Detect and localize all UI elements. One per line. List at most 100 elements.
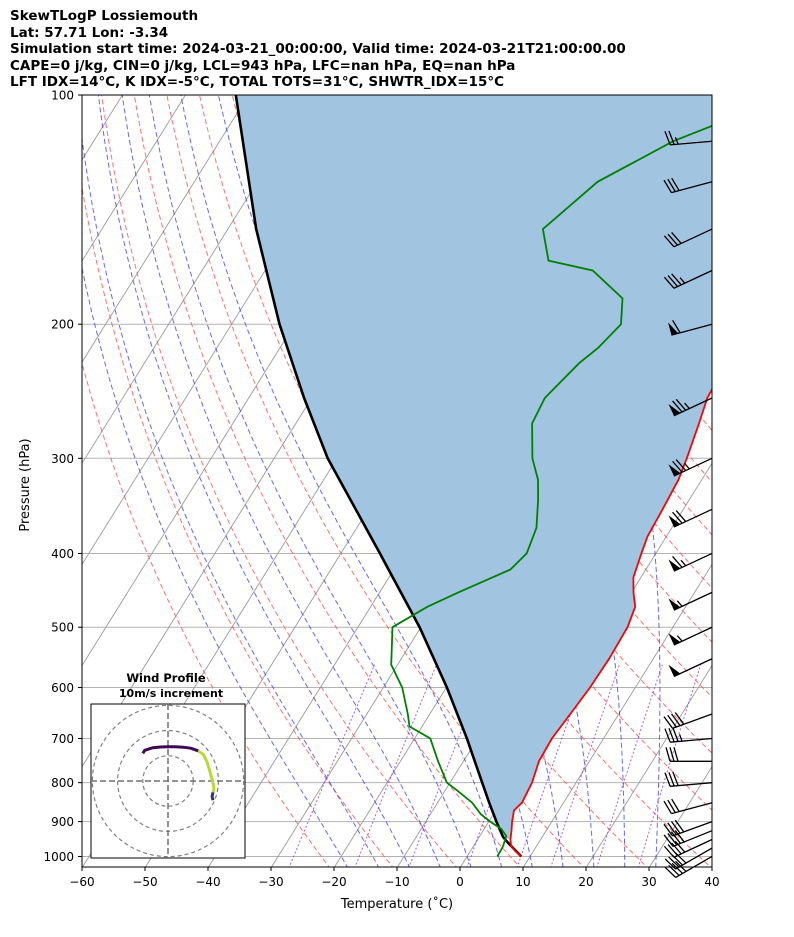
barb-full (664, 866, 677, 878)
barb-full (673, 747, 679, 762)
barb-full (663, 235, 675, 248)
wind-barb (668, 457, 713, 477)
y-tick-label: 800 (51, 776, 74, 790)
barb-full (667, 799, 676, 813)
barb-half (684, 462, 690, 470)
barb-full (669, 747, 675, 762)
y-tick-label: 200 (51, 318, 74, 332)
barb-full (663, 276, 675, 289)
hodograph-subtitle: 10m/s increment (119, 687, 223, 700)
hodograph-ring (91, 704, 245, 858)
barb-full (671, 273, 682, 286)
wind-barb (663, 838, 713, 858)
barb-full (667, 233, 679, 246)
barb-full (668, 727, 675, 743)
barb-shaft (672, 821, 713, 837)
barb-full (668, 856, 680, 868)
dry-adiabat-line (101, 95, 457, 867)
isotherm-line (585, 664, 712, 867)
y-tick-label: 500 (51, 621, 74, 635)
barb-full (671, 842, 682, 855)
wind-barbs (663, 130, 713, 879)
barb-half (684, 402, 690, 410)
stability-indices: LFT IDX=14°C, K IDX=-5°C, TOTAL TOTS=31°… (10, 74, 505, 90)
barb-full (674, 819, 685, 833)
barb-full (671, 798, 680, 812)
wind-barb (664, 847, 713, 870)
sounding-profiles (234, 95, 712, 858)
wind-barb (665, 747, 712, 762)
barb-full (664, 772, 671, 787)
barb-shaft (673, 269, 713, 289)
wind-barb (668, 591, 713, 611)
barb-flag (668, 633, 681, 645)
wind-barb (668, 508, 713, 528)
wind-barb (664, 727, 713, 743)
x-tick-label: 30 (641, 875, 656, 889)
barb-full (670, 713, 681, 727)
y-tick-label: 900 (51, 815, 74, 829)
barb-full (663, 716, 674, 729)
barb-full (674, 840, 686, 853)
barb-full (671, 177, 680, 191)
hodograph-trace-low (210, 791, 215, 801)
barb-full (664, 131, 671, 146)
dewpoint-profile-line (390, 124, 712, 857)
barb-full (667, 714, 677, 728)
barb-shaft (671, 802, 713, 815)
barb-half (674, 137, 679, 145)
wind-barb (668, 397, 713, 417)
y-tick-label: 700 (51, 732, 74, 746)
barb-full (674, 712, 685, 725)
barb-full (663, 845, 675, 858)
barb-flag (668, 664, 681, 677)
barb-full (667, 844, 679, 856)
barb-shaft (672, 830, 713, 848)
barb-full (675, 398, 687, 411)
dry-adiabat-line (166, 95, 585, 867)
barb-full (670, 821, 681, 834)
barb-full (672, 319, 681, 334)
barb-full (672, 400, 683, 413)
barb-shaft (672, 713, 713, 729)
chart-header: SkewTLogP Lossiemouth Lat: 57.71 Lon: -3… (10, 8, 626, 91)
mixing-ratio-line (288, 664, 376, 867)
barb-full (663, 179, 672, 193)
location-coordinates: Lat: 57.71 Lon: -3.34 (10, 24, 169, 41)
barb-full (665, 747, 671, 762)
wind-barb (663, 269, 713, 289)
hodograph-title: Wind Profile (126, 671, 206, 685)
barb-half (676, 600, 683, 607)
barb-full (672, 771, 679, 786)
y-tick-label: 1000 (43, 850, 74, 864)
x-tick-label: −20 (321, 875, 346, 889)
barb-full (668, 772, 675, 787)
convective-parameters: CAPE=0 j/kg, CIN=0 j/kg, LCL=943 hPa, LF… (10, 57, 516, 74)
moist-adiabat-line (180, 95, 503, 867)
chart-title: SkewTLogP Lossiemouth (10, 8, 199, 24)
x-tick-label: 20 (578, 875, 593, 889)
barb-full (675, 510, 687, 522)
barb-shaft (673, 228, 713, 248)
barb-full (663, 823, 674, 837)
barb-flag (668, 559, 681, 572)
y-tick-label: 300 (51, 452, 74, 466)
barb-full (667, 178, 676, 192)
x-tick-label: −10 (384, 875, 409, 889)
barb-full (667, 822, 677, 836)
isotherm-line (0, 78, 7, 876)
barb-full (671, 232, 682, 244)
simulation-times: Simulation start time: 2024-03-21_00:00:… (10, 41, 626, 57)
y-axis-label: Pressure (hPa) (18, 438, 33, 531)
wind-barb (663, 712, 713, 729)
barb-shaft (675, 847, 713, 870)
dry-adiabat-line (133, 95, 521, 867)
x-tick-label: −30 (258, 875, 283, 889)
barb-shaft (670, 782, 713, 787)
y-tick-label: 100 (51, 89, 74, 103)
moist-adiabat-line (82, 265, 348, 867)
x-axis-label: Temperature (˚C) (340, 896, 453, 912)
barb-half (678, 734, 683, 742)
mixing-ratio-line (466, 664, 542, 867)
